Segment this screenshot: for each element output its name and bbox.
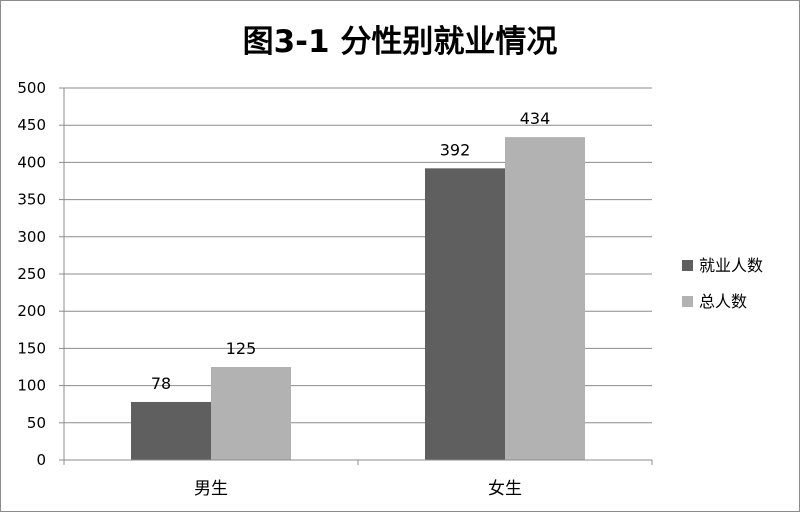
bar-total [211,367,291,460]
bar-employed [425,168,505,461]
axes: 0 50 100 150 200 250 300 350 400 450 500 男生 女生 [17,79,653,499]
x-category-label: 男生 [194,479,228,499]
y-tick-label: 500 [17,79,46,97]
legend-swatch [682,296,693,307]
y-tick-label: 100 [17,377,46,395]
legend-label: 就业人数 [699,256,763,275]
data-label: 125 [226,339,257,358]
bars [131,137,585,461]
data-label: 434 [520,109,551,128]
data-label: 78 [151,374,171,393]
y-tick-label: 400 [17,153,46,171]
y-tick-label: 50 [27,414,46,432]
y-tick-label: 150 [17,339,46,357]
legend-swatch [682,260,693,271]
y-tick-label: 0 [36,451,46,469]
data-label: 392 [440,140,471,159]
bar-employed [131,401,211,460]
y-tick-label: 350 [17,191,46,209]
y-tick-label: 300 [17,228,46,246]
y-tick-label: 250 [17,265,46,283]
y-tick-label: 450 [17,116,46,134]
bar-total [505,137,585,460]
y-tick-label: 200 [17,302,46,320]
legend-label: 总人数 [699,292,747,311]
data-labels: 78 125 392 434 [151,109,550,393]
chart-title: 图3-1 分性别就业情况 [243,24,558,60]
x-category-label: 女生 [488,479,522,499]
